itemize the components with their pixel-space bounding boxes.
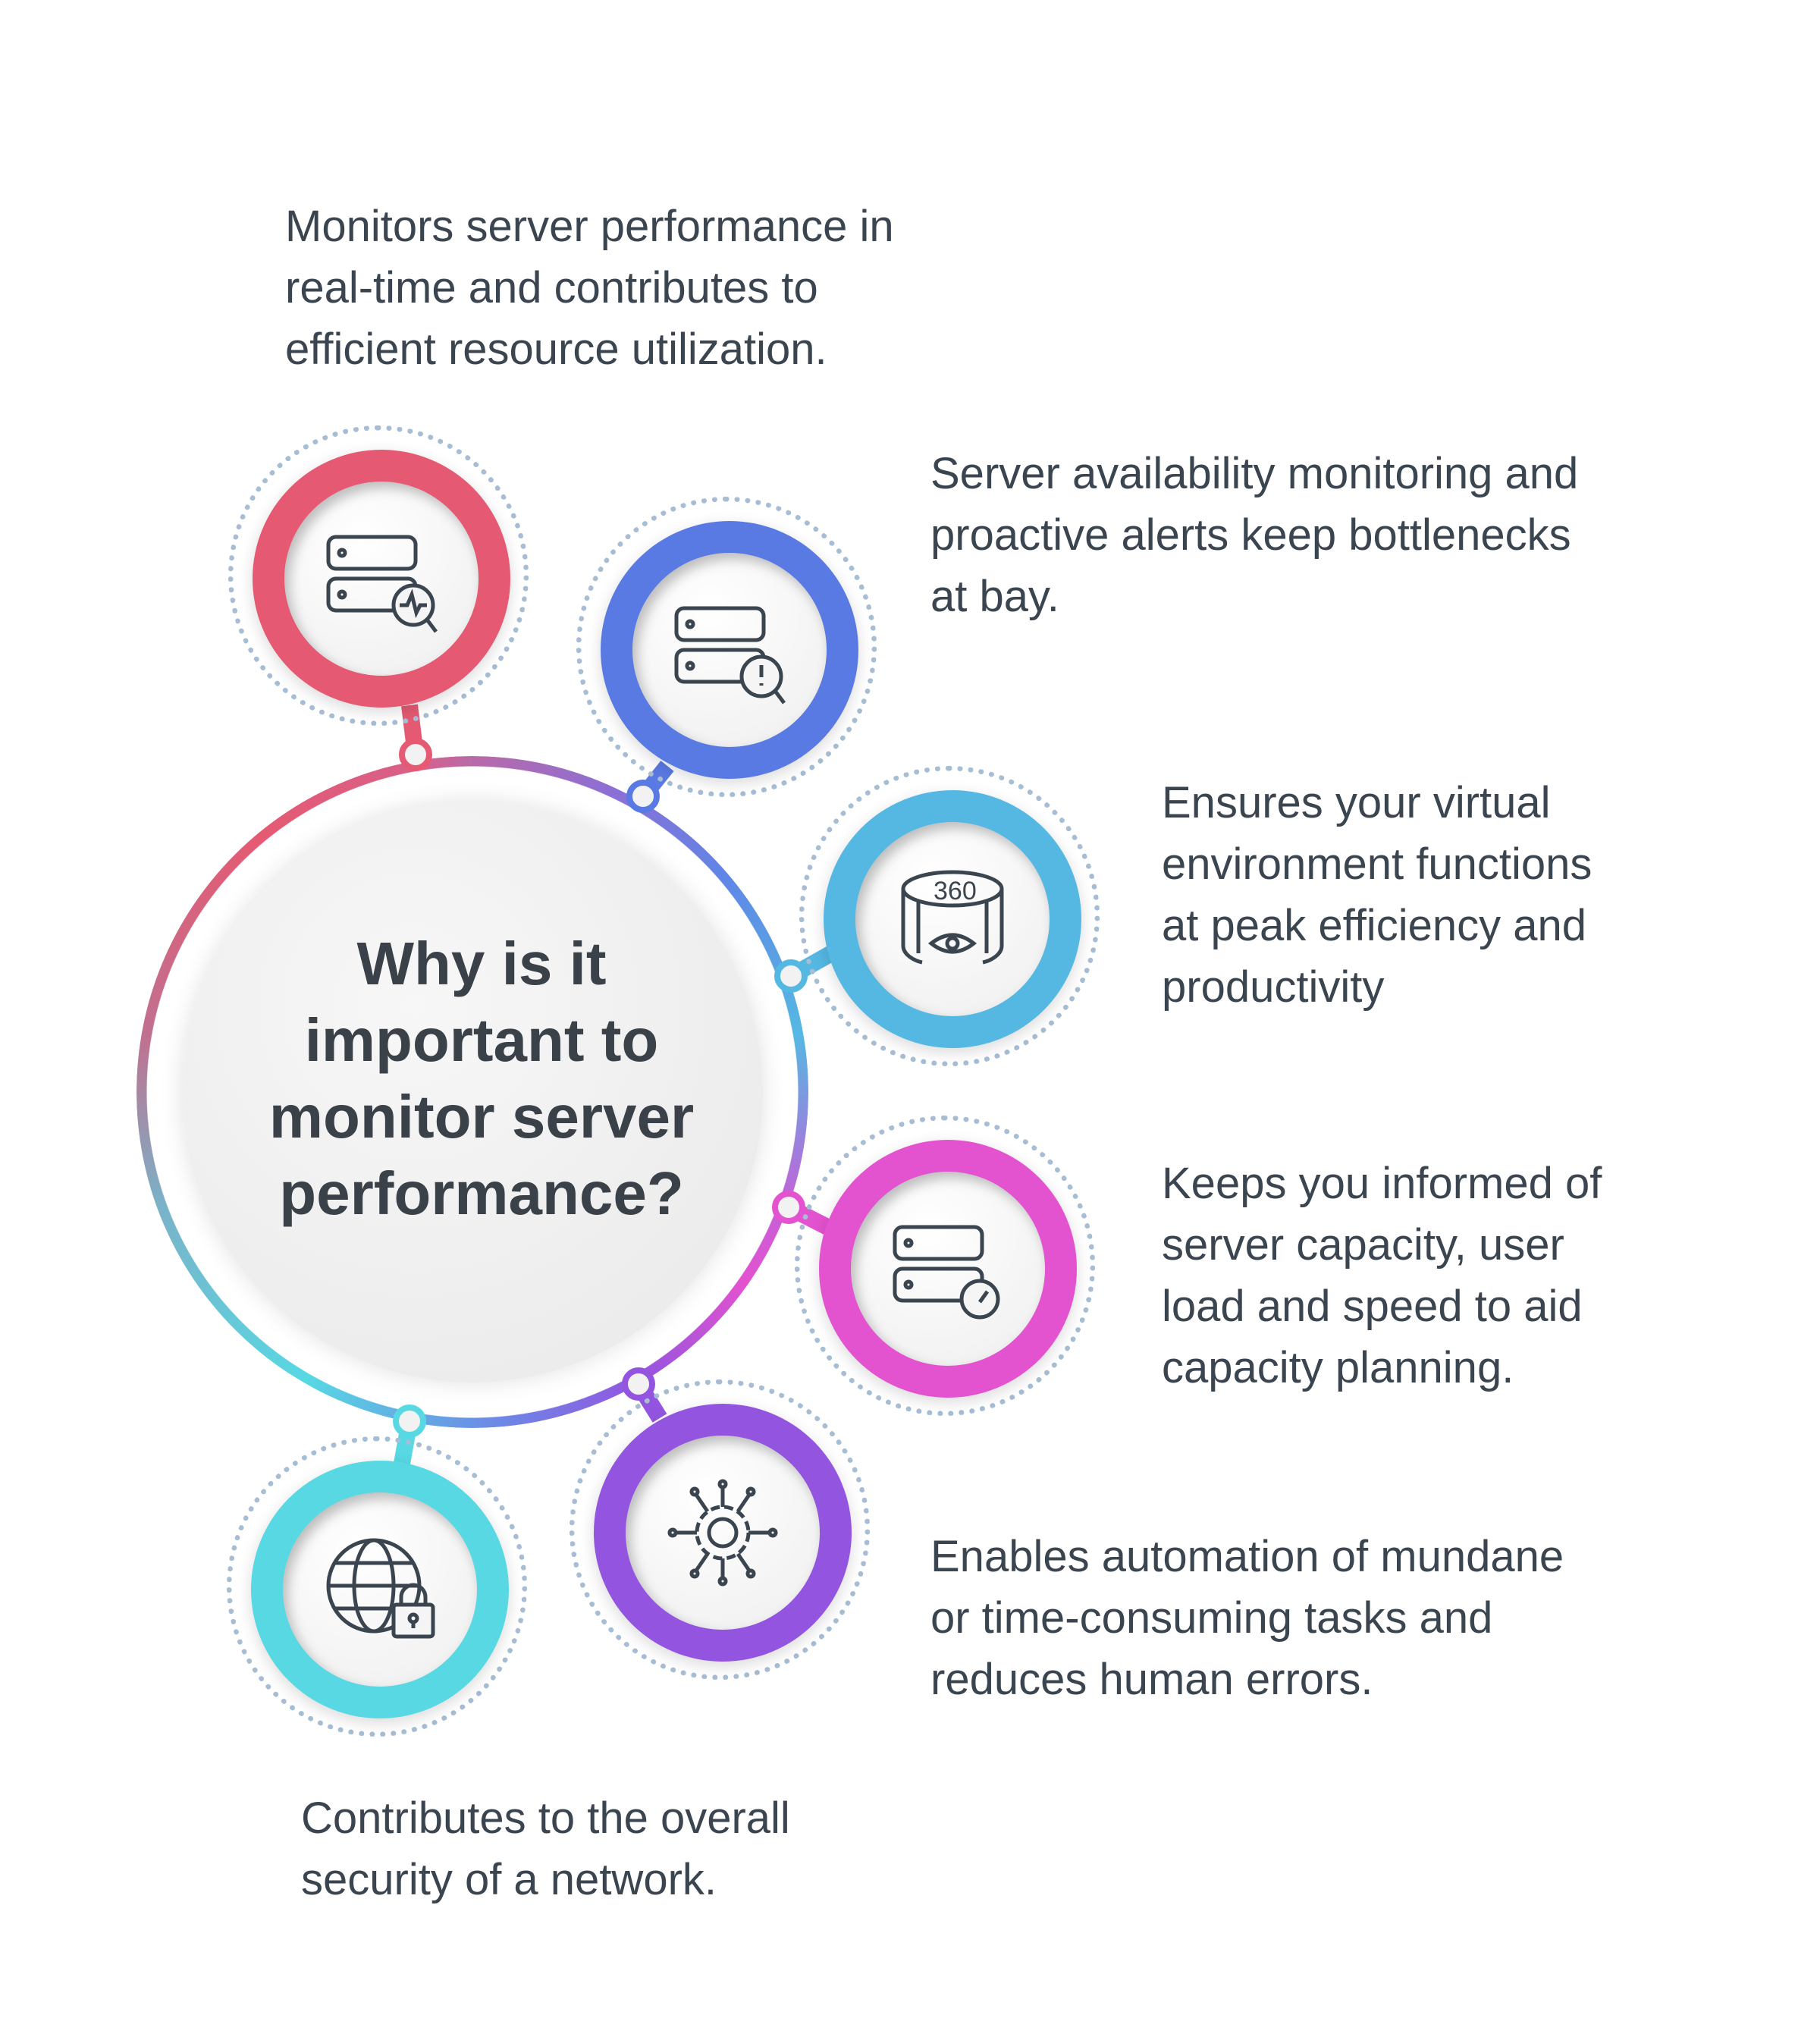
node-availability (576, 497, 877, 797)
dotted-halo (576, 497, 877, 797)
description-capacity: Keeps you informed of server capacity, u… (1162, 1159, 1602, 1392)
server-speedometer-icon (893, 1225, 1000, 1320)
joint-dot (626, 780, 660, 813)
dotted-halo (570, 1379, 870, 1680)
automation-gear-circuit-icon (667, 1479, 778, 1586)
joint-dot (772, 1191, 805, 1224)
joint-dot (622, 1367, 655, 1401)
dotted-halo (228, 425, 529, 726)
360-label: 360 (934, 877, 977, 905)
node-performance (228, 425, 529, 726)
dotted-halo (795, 1116, 1095, 1416)
description-automation: Enables automation of mundane or time-co… (930, 1532, 1564, 1704)
node-virtual: 360 (799, 766, 1100, 1066)
description-performance: Monitors server performance in real-time… (285, 202, 894, 374)
joint-dot (774, 959, 808, 993)
server-activity-search-icon (326, 535, 438, 633)
dotted-halo (799, 766, 1100, 1066)
joint-dot (393, 1404, 426, 1438)
node-capacity (795, 1116, 1095, 1416)
description-security: Contributes to the overall security of a… (301, 1794, 790, 1904)
joint-dot (399, 738, 432, 771)
description-virtual: Ensures your virtual environment functio… (1162, 778, 1592, 1012)
server-alert-search-icon (674, 606, 786, 705)
description-availability: Server availability monitoring and proac… (930, 449, 1579, 621)
node-automation (570, 1379, 870, 1680)
node-security (227, 1436, 527, 1737)
center-disc (182, 802, 763, 1382)
360-view-icon: 360 (901, 870, 1004, 965)
globe-lock-icon (326, 1538, 435, 1639)
center-title: Why is it important to monitor server pe… (268, 930, 695, 1227)
dotted-halo (227, 1436, 527, 1737)
